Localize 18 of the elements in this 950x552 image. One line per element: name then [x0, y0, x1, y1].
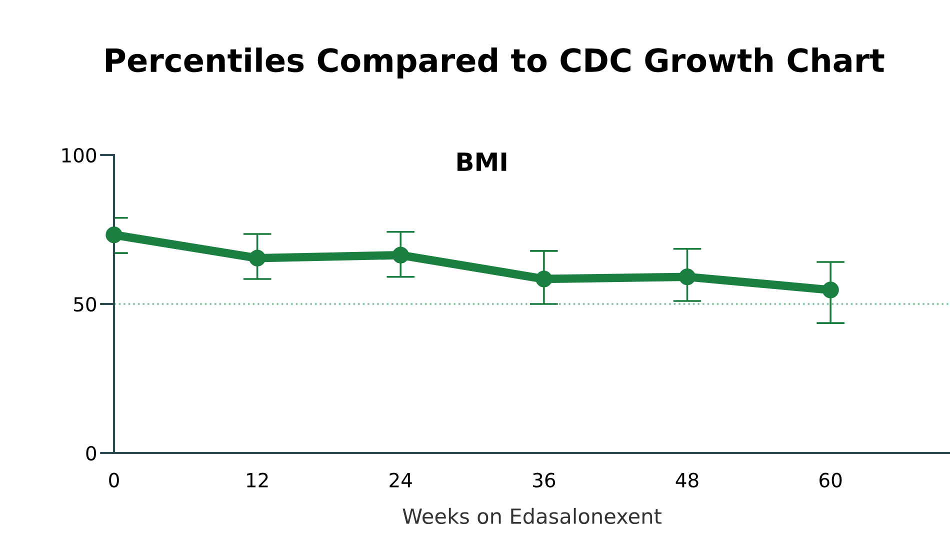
chart-title: Percentiles Compared to CDC Growth Chart [106, 48, 884, 78]
y-tick-label: 50 [74, 296, 96, 312]
point [822, 282, 839, 298]
y-tick-label: 100 [62, 148, 96, 163]
point [678, 268, 696, 286]
x-axis-title: Weeks on Edasalonexent [402, 508, 662, 524]
y-tick-label: 0 [86, 446, 96, 461]
point [106, 226, 122, 244]
x-tick-label: 36 [533, 472, 556, 488]
point [392, 246, 409, 264]
point [248, 250, 266, 266]
chart-subtitle: BMI [458, 152, 506, 171]
point [536, 270, 552, 288]
x-tick-label: 12 [247, 472, 268, 488]
x-tick-label: 24 [390, 472, 412, 488]
x-tick-label: 48 [676, 472, 698, 488]
x-tick-label: 0 [109, 472, 119, 488]
x-tick-label: 60 [820, 472, 842, 488]
